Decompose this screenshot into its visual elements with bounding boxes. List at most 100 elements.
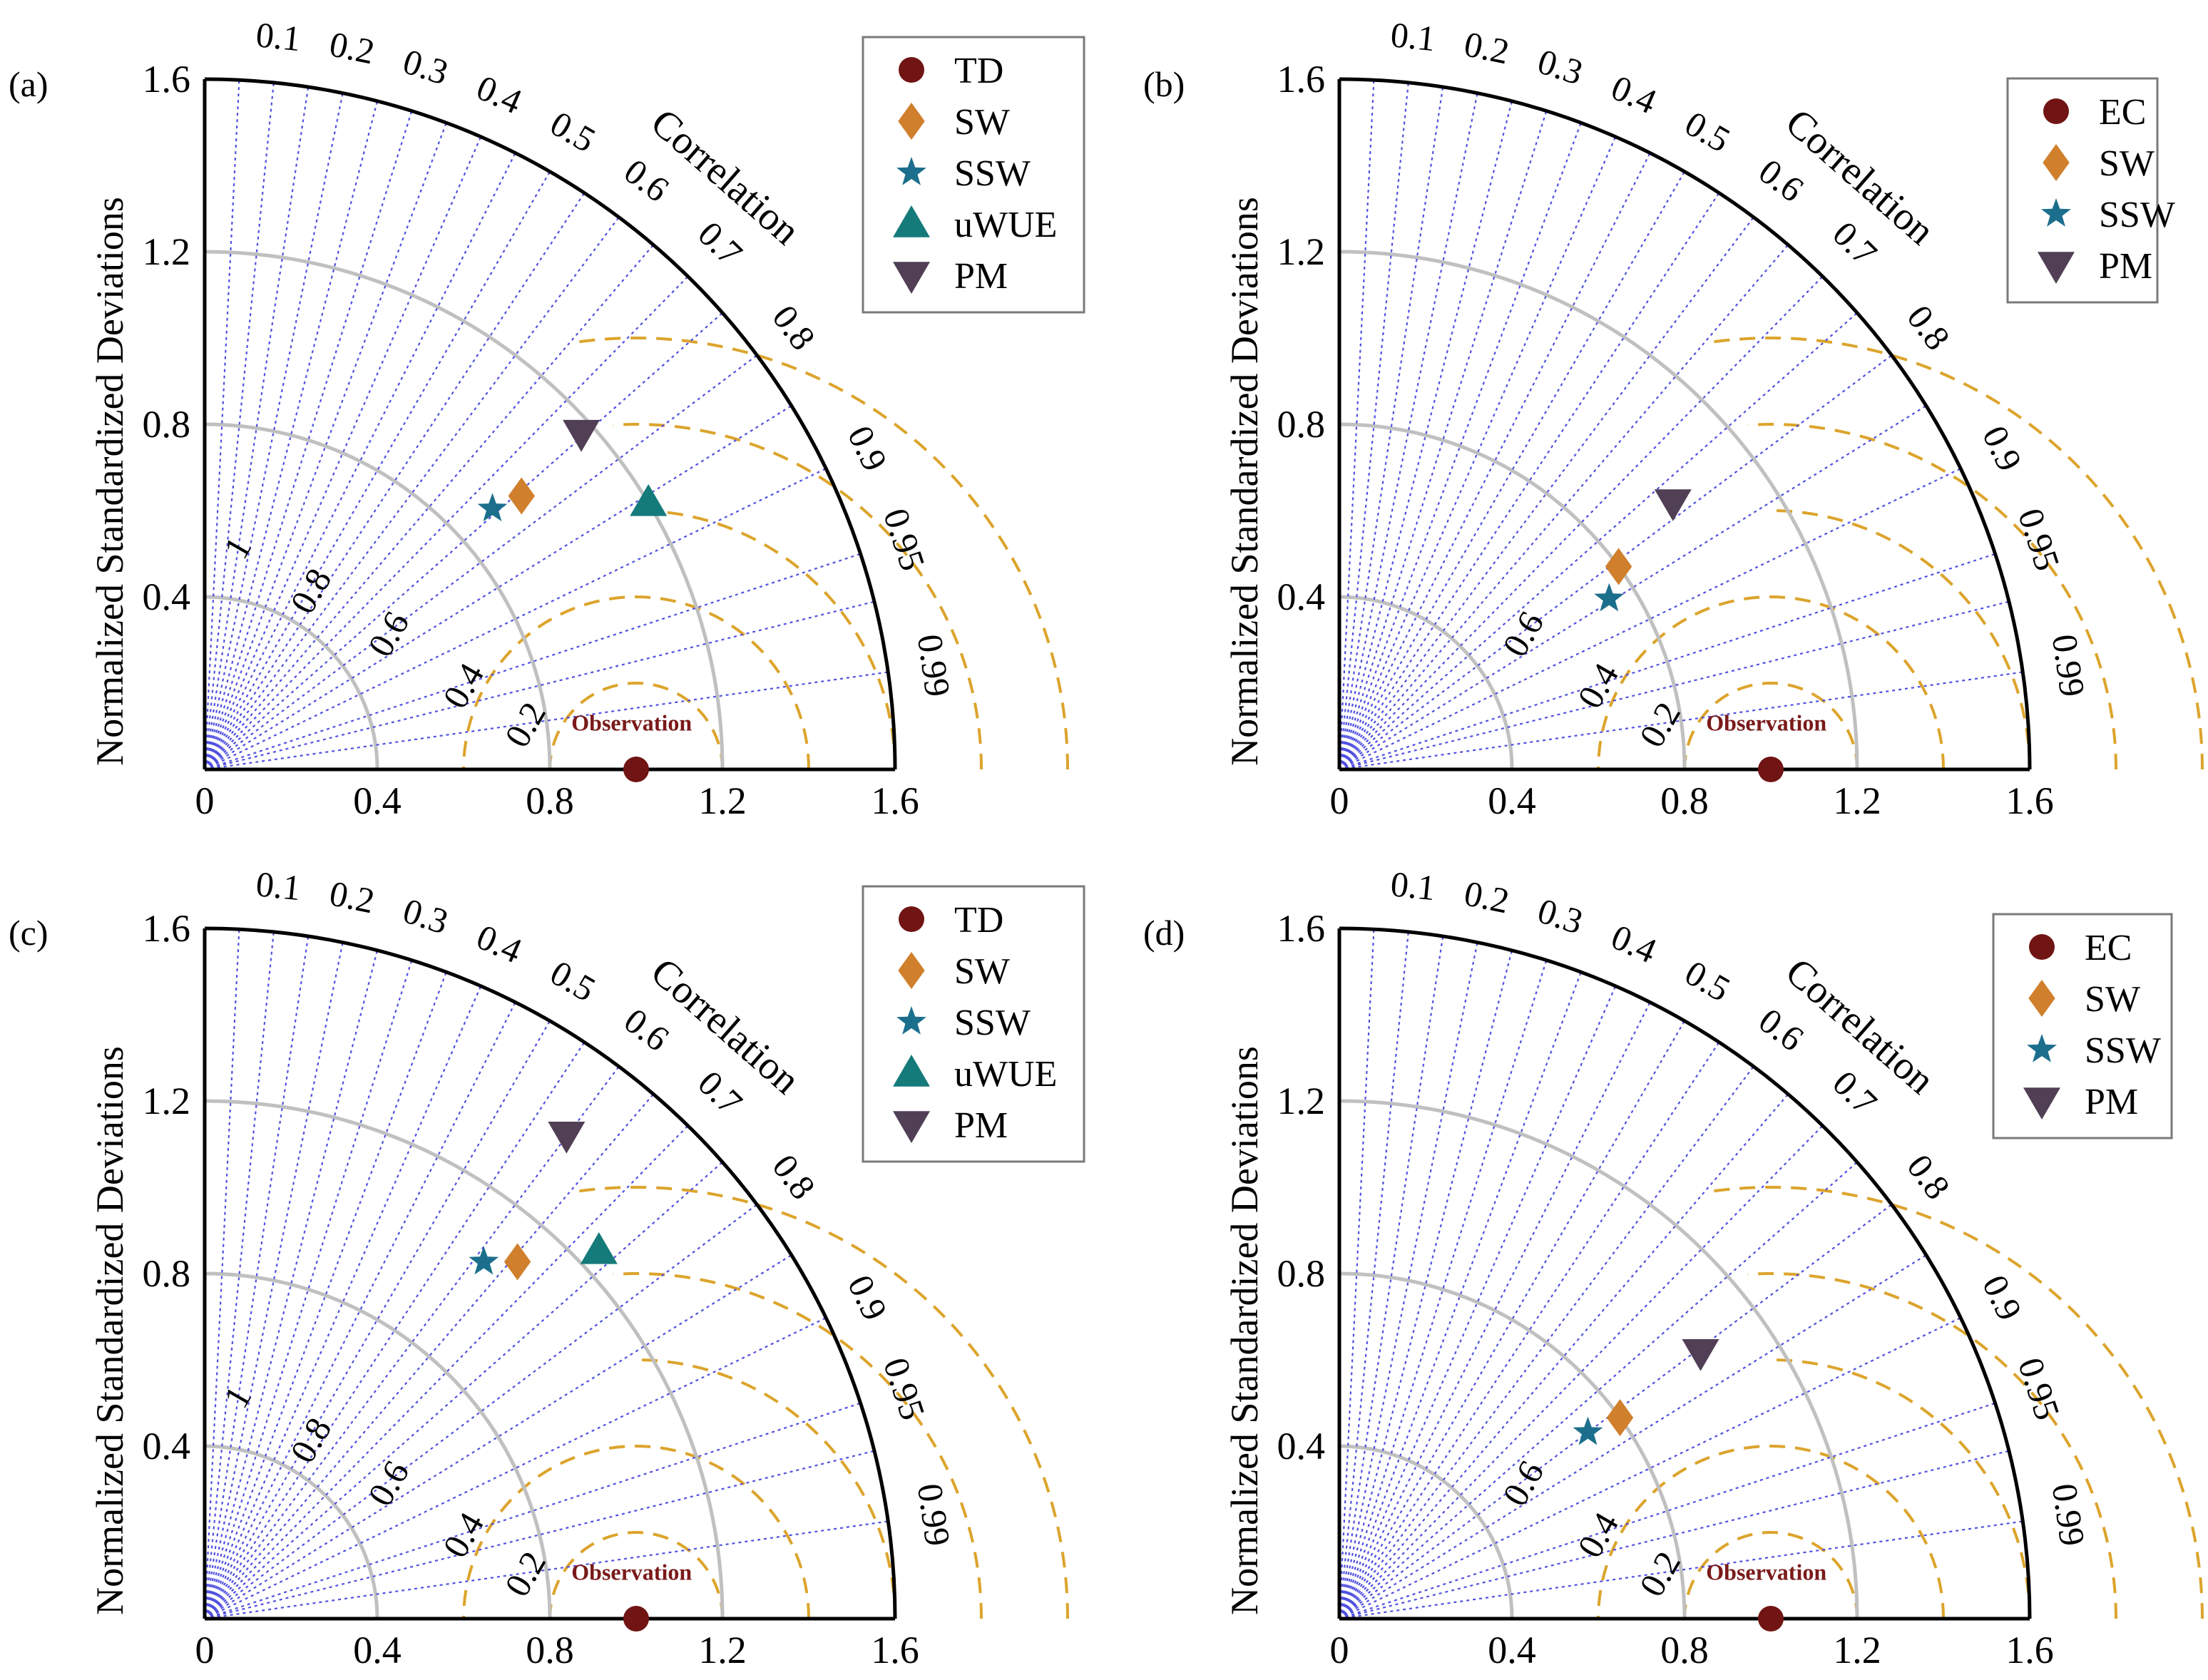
panel-label: (d) — [1143, 913, 1185, 953]
legend-label: uWUE — [954, 1054, 1057, 1095]
x-tick-label: 0.4 — [353, 1629, 402, 1671]
legend-label: SW — [2099, 143, 2155, 184]
legend-marker-sw — [898, 952, 925, 989]
legend-label: PM — [2085, 1082, 2138, 1122]
y-tick-label: 1.2 — [1277, 1080, 1326, 1122]
correlation-tick-label: 0.1 — [254, 14, 302, 58]
rmsd-arc — [462, 595, 810, 770]
legend-label: SW — [2085, 979, 2140, 1020]
legend-label: SSW — [2099, 195, 2175, 235]
y-tick-label: 1.2 — [1277, 230, 1326, 273]
legend-marker-sw — [2028, 980, 2055, 1017]
rmsd-arc — [1770, 1358, 2031, 1619]
data-point-pm — [563, 419, 600, 452]
legend-marker-uwue — [893, 1055, 930, 1087]
rmsd-arc — [574, 337, 1069, 770]
std-arc — [204, 595, 379, 770]
legend-marker-td — [899, 906, 924, 932]
legend-marker-uwue — [893, 205, 930, 237]
std-arc — [1339, 1099, 1859, 1619]
data-point-td — [623, 757, 649, 782]
rmsd-arc — [1747, 1272, 2117, 1619]
x-tick-label: 0 — [195, 779, 215, 822]
observation-label: Observation — [571, 1559, 692, 1585]
correlation-tick-label: 0.1 — [1389, 864, 1437, 908]
std-arc — [204, 250, 725, 770]
std-arc — [1339, 250, 1859, 770]
x-tick-label: 0.4 — [353, 779, 402, 822]
observation-label: Observation — [571, 710, 692, 736]
correlation-tick-label: 0.1 — [254, 864, 302, 908]
data-point-uwue — [580, 1231, 618, 1264]
outer-arc — [204, 926, 897, 1619]
legend-label: SSW — [954, 1003, 1031, 1043]
x-tick-label: 1.2 — [1833, 1629, 1881, 1671]
y-tick-label: 0.8 — [1277, 1252, 1326, 1295]
panel-label: (c) — [9, 913, 48, 953]
rmsd-arc — [548, 1531, 724, 1619]
std-arc — [204, 422, 552, 770]
y-tick-label: 1.6 — [1277, 907, 1326, 950]
correlation-tick-label: 0.99 — [910, 1481, 959, 1549]
legend-marker-ssw — [2041, 198, 2071, 227]
x-tick-label: 1.2 — [1833, 779, 1881, 822]
y-tick-label: 1.6 — [1277, 58, 1326, 101]
rmsd-arc — [635, 1358, 896, 1619]
outer-arc — [204, 77, 897, 770]
data-point-ssw — [1573, 1416, 1603, 1445]
legend-box — [2006, 77, 2159, 304]
rmsd-arc — [635, 509, 896, 770]
legend-marker-pm — [893, 262, 930, 294]
legend-marker-sw — [2043, 144, 2070, 181]
rmsd-arc — [462, 1445, 810, 1619]
legend-label: TD — [954, 900, 1003, 941]
outer-arc — [1339, 926, 2032, 1619]
legend-marker-td — [899, 57, 924, 83]
rmsd-arc — [1683, 1531, 1859, 1619]
correlation-tick-label: 0.99 — [910, 632, 959, 700]
y-tick-label: 0.8 — [143, 1252, 191, 1295]
observation-label: Observation — [1706, 710, 1826, 736]
rmsd-arc — [1770, 509, 2031, 770]
y-axis-label: Normalized Standardized Deviations — [1223, 197, 1266, 766]
x-tick-label: 1.6 — [871, 1629, 919, 1671]
x-tick-label: 1.2 — [698, 1629, 747, 1671]
data-point-sw — [504, 1243, 531, 1281]
data-point-uwue — [630, 483, 668, 516]
data-point-sw — [1605, 548, 1632, 585]
correlation-tick-label: 0.2 — [326, 873, 377, 921]
legend-box — [1992, 913, 2173, 1139]
legend-label: PM — [954, 256, 1008, 297]
legend-label: SW — [954, 102, 1010, 143]
std-arc — [1339, 595, 1514, 770]
x-tick-label: 0 — [195, 1629, 215, 1671]
rmsd-arc — [1747, 423, 2117, 770]
legend-label: SSW — [2085, 1030, 2161, 1071]
y-tick-label: 1.2 — [143, 1080, 191, 1122]
legend-label: SW — [954, 951, 1010, 992]
std-arc — [204, 1099, 725, 1619]
y-tick-label: 0.4 — [1277, 1425, 1326, 1468]
legend-label: SSW — [954, 153, 1031, 194]
rmsd-arc — [1709, 337, 2204, 770]
legend-marker-ssw — [2027, 1034, 2057, 1062]
y-tick-label: 1.6 — [143, 58, 191, 101]
rmsd-arc — [613, 423, 983, 770]
correlation-tick-label: 0.2 — [1461, 873, 1512, 921]
data-point-ec — [1758, 1606, 1784, 1632]
x-tick-label: 1.6 — [871, 779, 919, 822]
x-tick-label: 0.8 — [1660, 779, 1709, 822]
y-tick-label: 1.6 — [143, 907, 191, 950]
data-point-ssw — [477, 493, 508, 522]
legend-marker-sw — [898, 103, 925, 140]
legend-marker-ec — [2043, 98, 2069, 124]
data-point-td — [623, 1606, 649, 1632]
rmsd-arc — [613, 1272, 983, 1619]
data-point-sw — [1606, 1399, 1634, 1437]
y-tick-label: 0.8 — [143, 403, 191, 446]
legend-label: PM — [954, 1105, 1008, 1146]
std-arc — [1339, 1271, 1687, 1619]
std-arc — [204, 1444, 379, 1619]
x-tick-label: 0.8 — [526, 1629, 574, 1671]
